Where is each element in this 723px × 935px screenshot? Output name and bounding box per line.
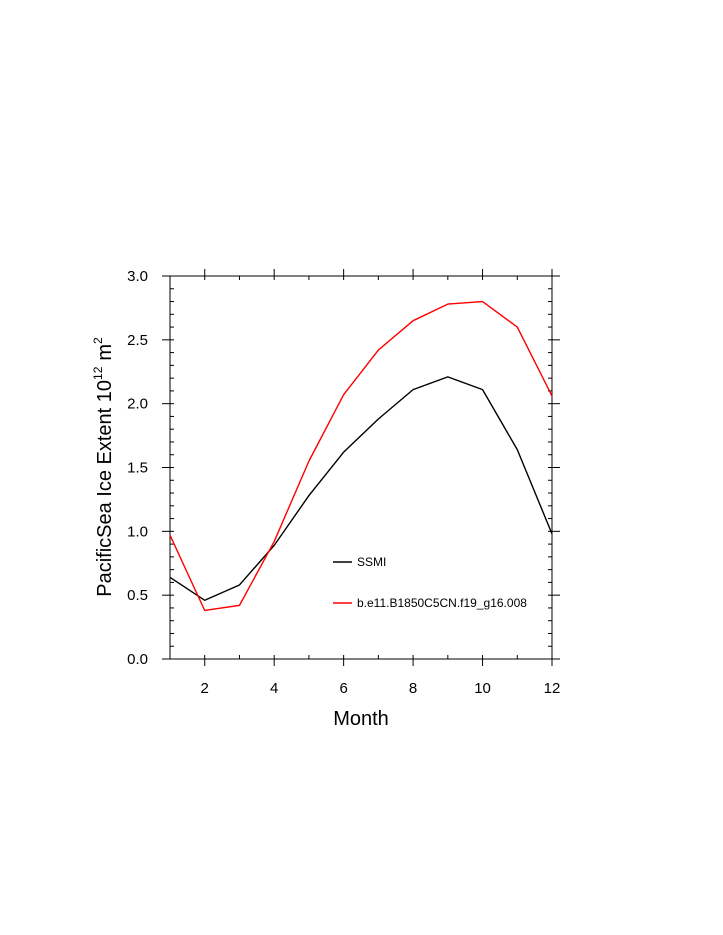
series-line-1 <box>169 376 553 601</box>
x-axis-label: Month <box>333 708 389 730</box>
y-axis-label: PacificSea Ice Extent 1012 m2 <box>91 337 116 597</box>
series-lines <box>169 300 553 612</box>
y-axis-label-unit-exponent: 2 <box>91 337 105 344</box>
x-tick-label: 4 <box>270 680 278 697</box>
legend-label-2: b.e11.B1850C5CN.f19_g16.008 <box>357 596 527 610</box>
y-tick-label: 0.0 <box>127 651 148 668</box>
axis-ticks <box>162 269 560 666</box>
y-tick-label: 2.5 <box>127 332 148 349</box>
y-axis-label-unit: m <box>94 344 116 361</box>
tick-labels: 2 4 6 8 10 12 0.0 0.5 1.0 1.5 2.0 2.5 3.0 <box>127 268 560 697</box>
x-tick-label: 10 <box>474 680 491 697</box>
legend-label-1: SSMI <box>357 555 386 569</box>
y-tick-label: 2.0 <box>127 396 148 413</box>
x-tick-label: 12 <box>544 680 561 697</box>
y-tick-label: 0.5 <box>127 587 148 604</box>
y-tick-label: 1.0 <box>127 523 148 540</box>
legend: SSMI b.e11.B1850C5CN.f19_g16.008 <box>333 555 527 610</box>
y-tick-label: 1.5 <box>127 460 148 477</box>
y-tick-label: 3.0 <box>127 268 148 285</box>
x-tick-label: 2 <box>201 680 209 697</box>
x-tick-label: 6 <box>339 680 347 697</box>
y-axis-label-main: PacificSea Ice Extent 10 <box>94 380 116 597</box>
x-tick-label: 8 <box>409 680 417 697</box>
series-line-2 <box>169 300 553 612</box>
y-axis-label-exponent: 12 <box>91 366 105 380</box>
